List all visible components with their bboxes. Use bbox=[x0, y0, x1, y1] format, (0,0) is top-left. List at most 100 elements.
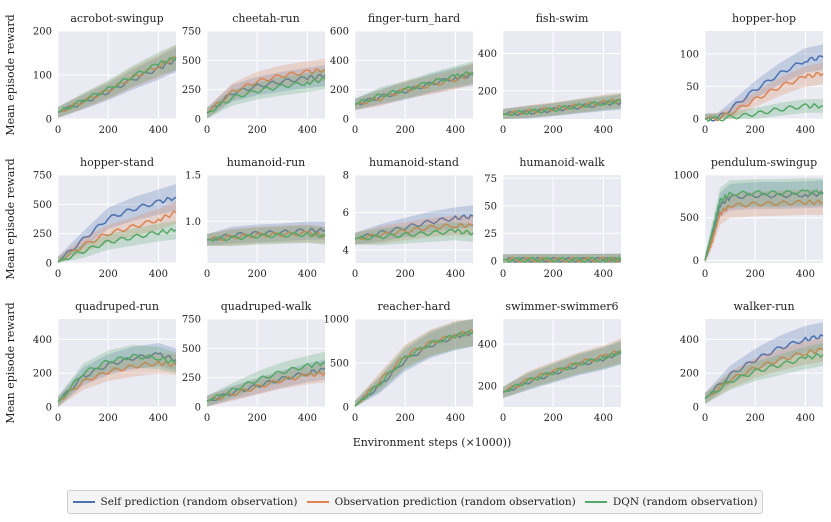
subplot-fish-swim: 0 200 400 200 400 fish-swim bbox=[478, 12, 622, 136]
subplot-finger-turn-hard: 0 200 400 0 200 400 600 finger-turn_hard bbox=[330, 12, 474, 136]
y-tick-label: 25 bbox=[484, 229, 497, 240]
band-self-prediction-cheetah-run bbox=[207, 65, 325, 119]
line-self-prediction-quadruped-run bbox=[57, 351, 177, 403]
band-dqn-random-finger-turn-hard bbox=[355, 61, 473, 110]
title-acrobot-swingup: acrobot-swingup bbox=[70, 12, 163, 25]
y-tick-label: 200 bbox=[33, 369, 52, 380]
y-tick-label: 500 bbox=[330, 359, 349, 370]
line-observation-prediction-swimmer-swimmer6 bbox=[502, 349, 622, 393]
y-tick-label: 100 bbox=[33, 71, 52, 82]
x-tick-label: 0 bbox=[55, 125, 61, 136]
y-tick-label: 600 bbox=[330, 27, 349, 38]
y-tick-label: 75 bbox=[484, 174, 497, 185]
title-quadruped-run: quadruped-run bbox=[75, 300, 159, 313]
line-self-prediction-hopper-stand bbox=[57, 196, 177, 263]
y-tick-label: 750 bbox=[33, 171, 52, 182]
line-dqn-random-hopper-hop bbox=[705, 102, 824, 123]
y-tick-label: 50 bbox=[484, 201, 497, 212]
title-finger-turn-hard: finger-turn_hard bbox=[368, 12, 460, 25]
x-tick-label: 0 bbox=[204, 125, 210, 136]
subplot-humanoid-run: 0 200 400 1.0 1.5 humanoid-run bbox=[185, 156, 326, 280]
band-dqn-random-cheetah-run bbox=[207, 69, 325, 119]
band-dqn-random-humanoid-stand bbox=[355, 222, 473, 246]
x-tick-label: 200 bbox=[396, 125, 415, 136]
x-tick-label: 200 bbox=[746, 125, 765, 136]
band-observation-prediction-quadruped-run bbox=[58, 352, 176, 407]
plot-area-quadruped-walk bbox=[207, 319, 325, 407]
y-tick-label: 0 bbox=[693, 256, 699, 267]
line-self-prediction-finger-turn-hard bbox=[354, 72, 474, 106]
y-axis-label-row-1: Mean episode reward bbox=[4, 14, 17, 135]
line-self-prediction-walker-run bbox=[704, 333, 824, 400]
band-dqn-random-swimmer-swimmer6 bbox=[503, 340, 621, 398]
y-tick-label: 500 bbox=[182, 344, 201, 355]
line-observation-prediction-hopper-stand bbox=[57, 210, 177, 263]
x-tick-label: 400 bbox=[149, 125, 168, 136]
y-tick-label: 200 bbox=[478, 382, 497, 393]
line-self-prediction-humanoid-walk bbox=[503, 256, 622, 263]
legend: Self prediction (random observation) Obs… bbox=[67, 490, 763, 514]
y-tick-label: 500 bbox=[680, 213, 699, 224]
plot-area-fish-swim bbox=[503, 31, 621, 119]
legend-label-self-prediction: Self prediction (random observation) bbox=[100, 496, 298, 508]
x-tick-label: 0 bbox=[702, 125, 708, 136]
band-observation-prediction-fish-swim bbox=[503, 92, 621, 119]
x-tick-label: 0 bbox=[55, 413, 61, 424]
line-observation-prediction-pendulum-swingup bbox=[704, 199, 824, 261]
x-tick-label: 400 bbox=[446, 269, 465, 280]
line-observation-prediction-humanoid-stand bbox=[354, 222, 474, 241]
title-humanoid-stand: humanoid-stand bbox=[369, 156, 459, 169]
title-fish-swim: fish-swim bbox=[536, 12, 589, 25]
x-tick-label: 400 bbox=[149, 269, 168, 280]
y-tick-label: 100 bbox=[680, 49, 699, 60]
y-tick-label: 1000 bbox=[324, 315, 349, 326]
line-dqn-random-cheetah-run bbox=[206, 76, 326, 114]
line-self-prediction-pendulum-swingup bbox=[704, 190, 824, 261]
band-observation-prediction-quadruped-walk bbox=[207, 363, 325, 407]
x-tick-label: 0 bbox=[702, 269, 708, 280]
line-observation-prediction-humanoid-run bbox=[206, 230, 326, 242]
y-tick-label: 8 bbox=[343, 171, 349, 182]
x-axis-label: Environment steps (×1000)) bbox=[353, 436, 512, 449]
x-tick-label: 200 bbox=[544, 125, 563, 136]
x-tick-label: 400 bbox=[594, 269, 613, 280]
line-dqn-random-quadruped-walk bbox=[206, 360, 326, 402]
plot-area-swimmer-swimmer6 bbox=[503, 319, 621, 407]
x-tick-label: 400 bbox=[796, 413, 815, 424]
title-hopper-hop: hopper-hop bbox=[732, 12, 796, 25]
line-dqn-random-reacher-hard bbox=[354, 330, 474, 407]
subplot-humanoid-stand: 0 200 400 4 6 8 humanoid-stand bbox=[343, 156, 474, 280]
band-dqn-random-pendulum-swingup bbox=[705, 178, 823, 263]
line-observation-prediction-finger-turn-hard bbox=[354, 71, 474, 106]
band-observation-prediction-finger-turn-hard bbox=[355, 62, 473, 110]
legend-label-observation-prediction: Observation prediction (random observati… bbox=[334, 496, 576, 508]
y-tick-label: 50 bbox=[686, 82, 699, 93]
y-tick-label: 4 bbox=[343, 245, 349, 256]
subplot-acrobot-swingup: 0 200 400 0 100 200 acrobot-swingup bbox=[33, 12, 177, 136]
band-dqn-random-humanoid-run bbox=[207, 225, 325, 247]
subplot-hopper-hop: 0 200 400 0 50 100 hopper-hop bbox=[680, 12, 824, 136]
y-tick-label: 400 bbox=[478, 49, 497, 60]
y-tick-label: 0 bbox=[195, 115, 201, 126]
y-tick-label: 400 bbox=[33, 335, 52, 346]
title-humanoid-walk: humanoid-walk bbox=[519, 156, 605, 169]
x-tick-label: 400 bbox=[796, 269, 815, 280]
line-observation-prediction-cheetah-run bbox=[206, 67, 326, 114]
y-tick-label: 1.0 bbox=[185, 217, 201, 228]
y-tick-label: 500 bbox=[33, 200, 52, 211]
y-tick-label: 0 bbox=[343, 115, 349, 126]
x-tick-label: 200 bbox=[248, 413, 267, 424]
band-dqn-random-quadruped-walk bbox=[207, 351, 325, 407]
y-tick-label: 750 bbox=[182, 27, 201, 38]
x-tick-label: 400 bbox=[298, 269, 317, 280]
line-dqn-random-walker-run bbox=[704, 352, 824, 400]
subplot-cheetah-run: 0 200 400 0 250 500 750 cheetah-run bbox=[182, 12, 326, 136]
x-tick-label: 0 bbox=[204, 269, 210, 280]
subplot-humanoid-walk: 0 200 400 0 25 50 75 humanoid-walk bbox=[484, 156, 622, 280]
y-tick-label: 250 bbox=[182, 373, 201, 384]
legend-item-observation-prediction: Observation prediction (random observati… bbox=[306, 496, 576, 508]
subplot-reacher-hard: 0 200 400 0 500 1000 reacher-hard bbox=[324, 300, 474, 424]
x-tick-label: 400 bbox=[298, 125, 317, 136]
x-tick-label: 200 bbox=[99, 269, 118, 280]
